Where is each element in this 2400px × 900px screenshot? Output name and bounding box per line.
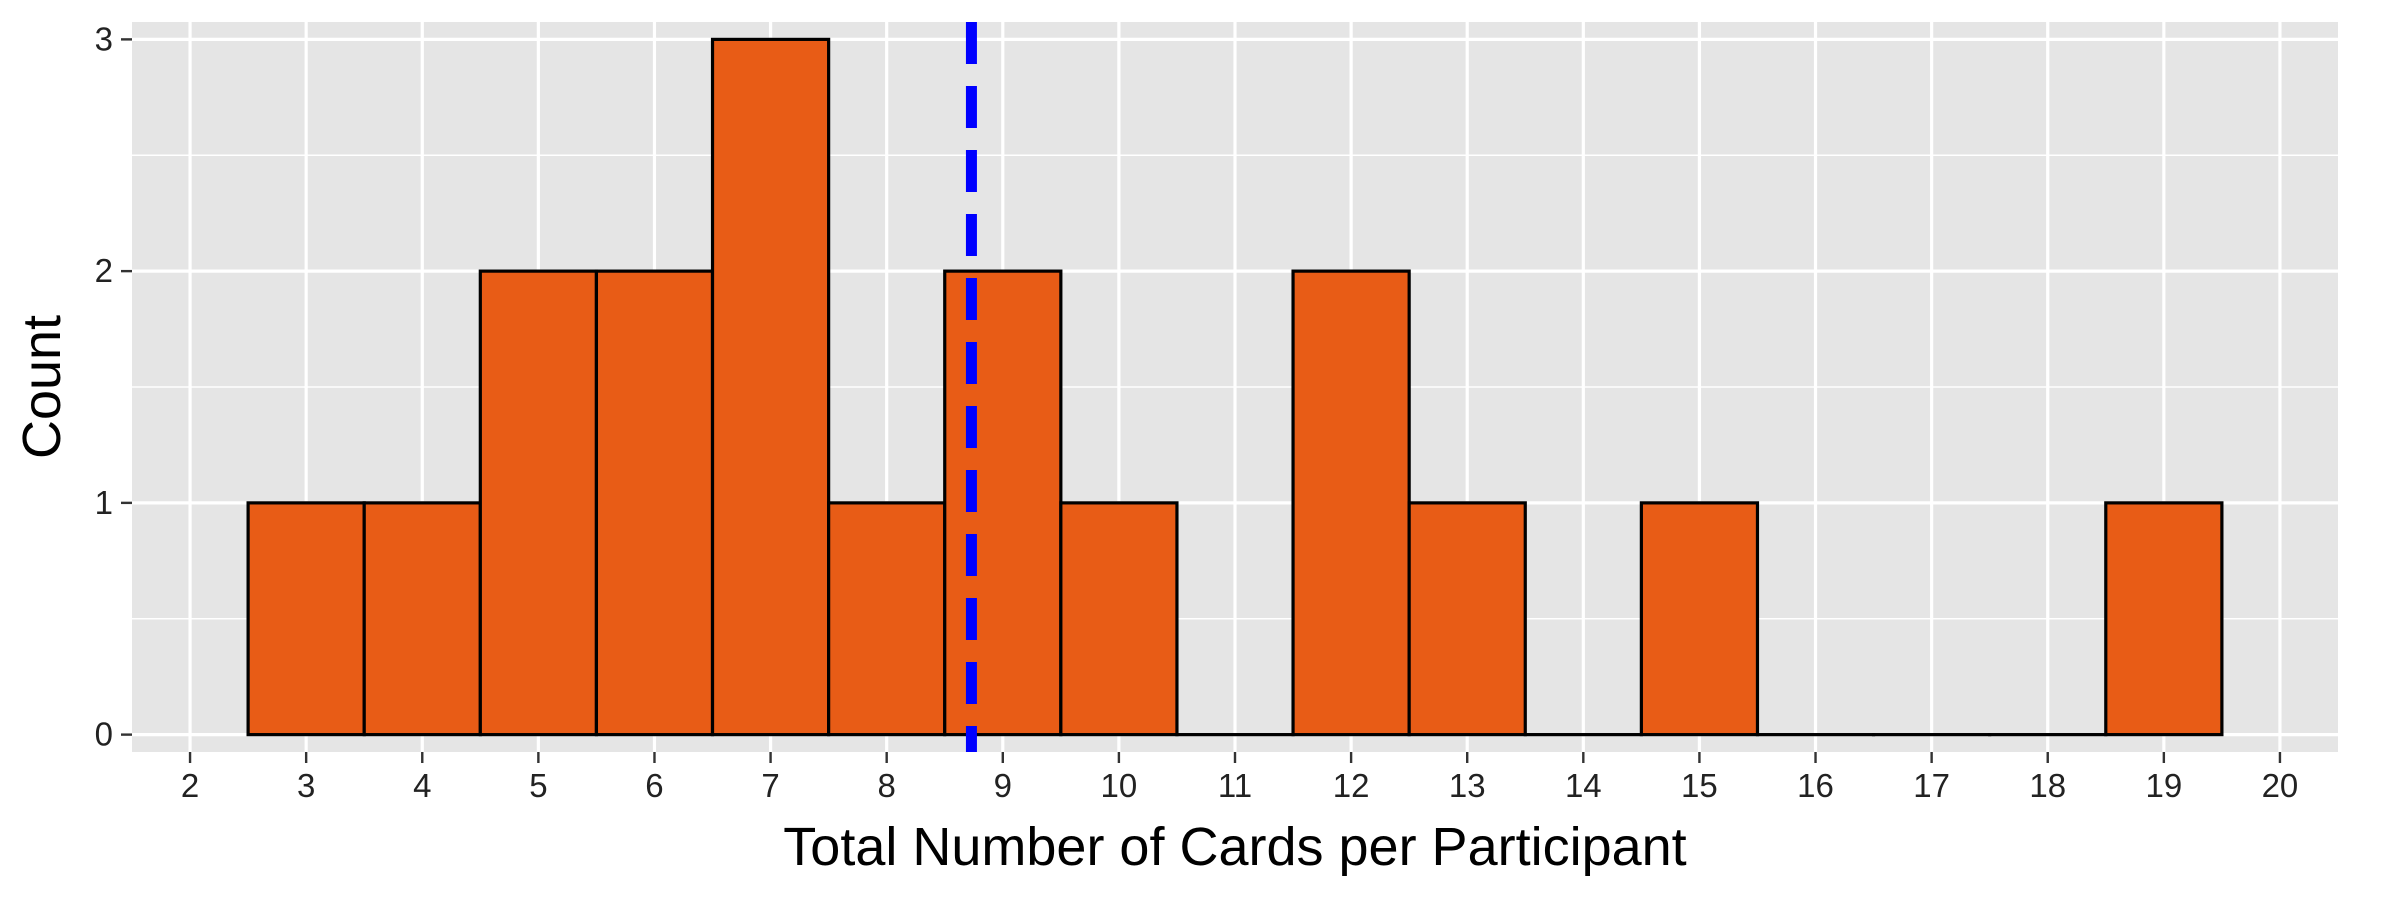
x-tick-label: 8	[878, 767, 896, 804]
x-tick-label: 18	[2029, 767, 2066, 804]
y-axis-title: Count	[12, 315, 72, 459]
histogram-bar-6	[594, 269, 715, 737]
x-tick-label: 17	[1913, 767, 1950, 804]
histogram-bar-10	[1059, 501, 1179, 737]
x-tick-label: 2	[181, 767, 199, 804]
x-tick-label: 3	[297, 767, 315, 804]
x-tick-label: 20	[2262, 767, 2299, 804]
x-tick-label: 5	[529, 767, 547, 804]
histogram-bar-9	[943, 269, 1063, 737]
x-tick-label: 4	[413, 767, 431, 804]
y-tick-label: 1	[95, 484, 113, 521]
histogram-bar-19	[2104, 501, 2224, 737]
x-tick-label: 19	[2145, 767, 2182, 804]
histogram-bar-8	[827, 501, 947, 737]
x-tick-label: 11	[1218, 767, 1252, 804]
y-axis: 0 1 2 3	[95, 20, 132, 753]
x-tick-label: 16	[1797, 767, 1834, 804]
x-tick-label: 10	[1101, 767, 1138, 804]
x-tick-label: 9	[994, 767, 1012, 804]
x-tick-label: 7	[761, 767, 779, 804]
x-tick-label: 15	[1681, 767, 1718, 804]
y-tick-label: 0	[95, 716, 113, 753]
histogram-bar-4	[362, 501, 482, 737]
x-axis-title: Total Number of Cards per Participant	[783, 817, 1686, 877]
histogram-bar-3	[246, 501, 366, 737]
bars	[246, 37, 2224, 737]
histogram-bar-13	[1407, 501, 1527, 737]
x-axis: 2 3 4 5 6 7 8 9 10 11 12 13 14 15 16 17 18 19 20	[181, 752, 2298, 804]
histogram-bar-15	[1639, 501, 1760, 737]
histogram-bar-5	[478, 269, 599, 737]
x-tick-label: 14	[1565, 767, 1602, 804]
y-tick-label: 3	[95, 20, 113, 57]
histogram-bar-12	[1291, 269, 1411, 737]
histogram-bar-7	[710, 37, 831, 737]
x-tick-label: 6	[645, 767, 663, 804]
x-tick-label: 13	[1449, 767, 1486, 804]
y-tick-label: 2	[95, 252, 113, 289]
x-tick-label: 12	[1333, 767, 1370, 804]
